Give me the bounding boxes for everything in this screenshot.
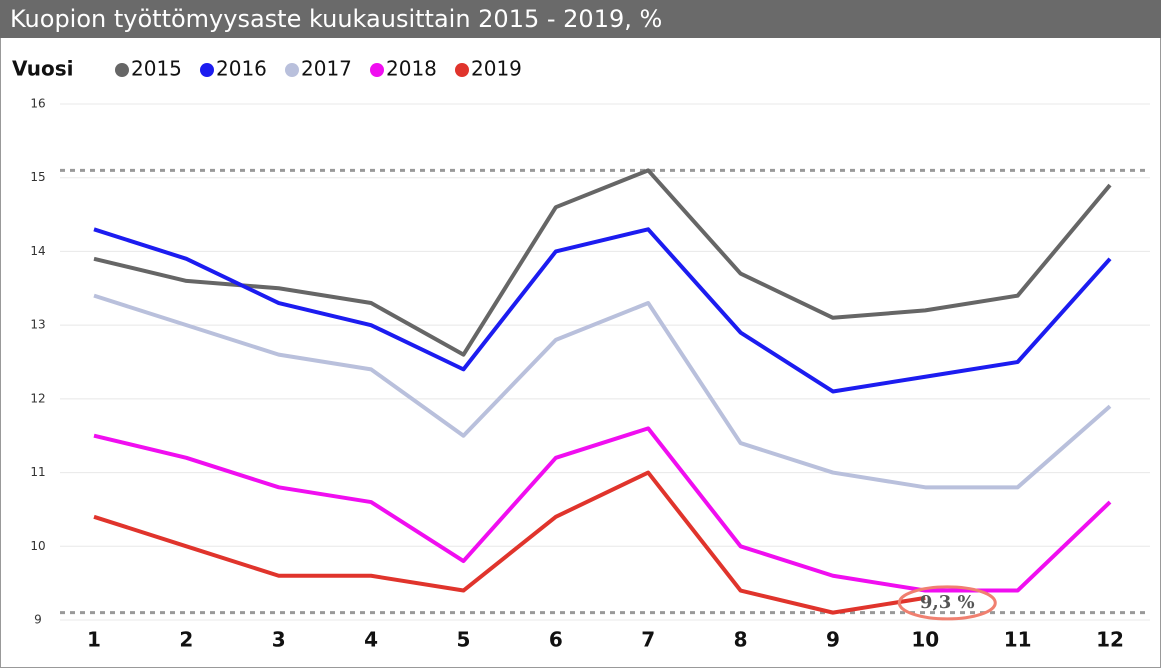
x-tick-label: 3 [272, 628, 286, 652]
legend-marker [370, 63, 384, 77]
x-tick-label: 4 [364, 628, 378, 652]
series-line [93, 293, 1112, 490]
legend-marker [200, 63, 214, 77]
legend-label: 2015 [131, 57, 182, 81]
legend-marker [455, 63, 469, 77]
legend-label: 2016 [216, 57, 267, 81]
y-tick-label: 16 [30, 97, 45, 111]
series-line [93, 426, 1112, 593]
series-line [93, 227, 1112, 394]
y-tick-label: 12 [30, 391, 45, 405]
y-tick-label: 15 [30, 170, 45, 184]
series-line [93, 470, 926, 615]
y-tick-label: 11 [30, 465, 45, 479]
x-tick-label: 9 [826, 628, 840, 652]
x-tick-label: 7 [641, 628, 655, 652]
series-line [93, 168, 1112, 357]
legend-label: 2018 [386, 57, 437, 81]
annotation-text: 9,3 % [920, 592, 975, 613]
y-tick-label: 10 [30, 539, 45, 553]
legend-title: Vuosi [12, 57, 74, 81]
x-tick-label: 2 [179, 628, 193, 652]
title-bar [0, 0, 1161, 38]
legend-marker [285, 63, 299, 77]
x-tick-label: 12 [1096, 628, 1124, 652]
x-tick-label: 8 [734, 628, 748, 652]
x-tick-label: 5 [456, 628, 470, 652]
x-tick-label: 11 [1004, 628, 1032, 652]
y-tick-label: 14 [30, 244, 45, 258]
y-tick-label: 13 [30, 318, 45, 332]
legend-label: 2019 [471, 57, 522, 81]
x-tick-label: 6 [549, 628, 563, 652]
x-tick-label: 1 [87, 628, 101, 652]
legend-label: 2017 [301, 57, 352, 81]
legend-marker [115, 63, 129, 77]
x-tick-label: 10 [911, 628, 939, 652]
chart-title: Kuopion työttömyysaste kuukausittain 201… [10, 5, 662, 33]
annotation-ellipse [897, 585, 997, 621]
y-tick-label: 9 [34, 613, 42, 627]
